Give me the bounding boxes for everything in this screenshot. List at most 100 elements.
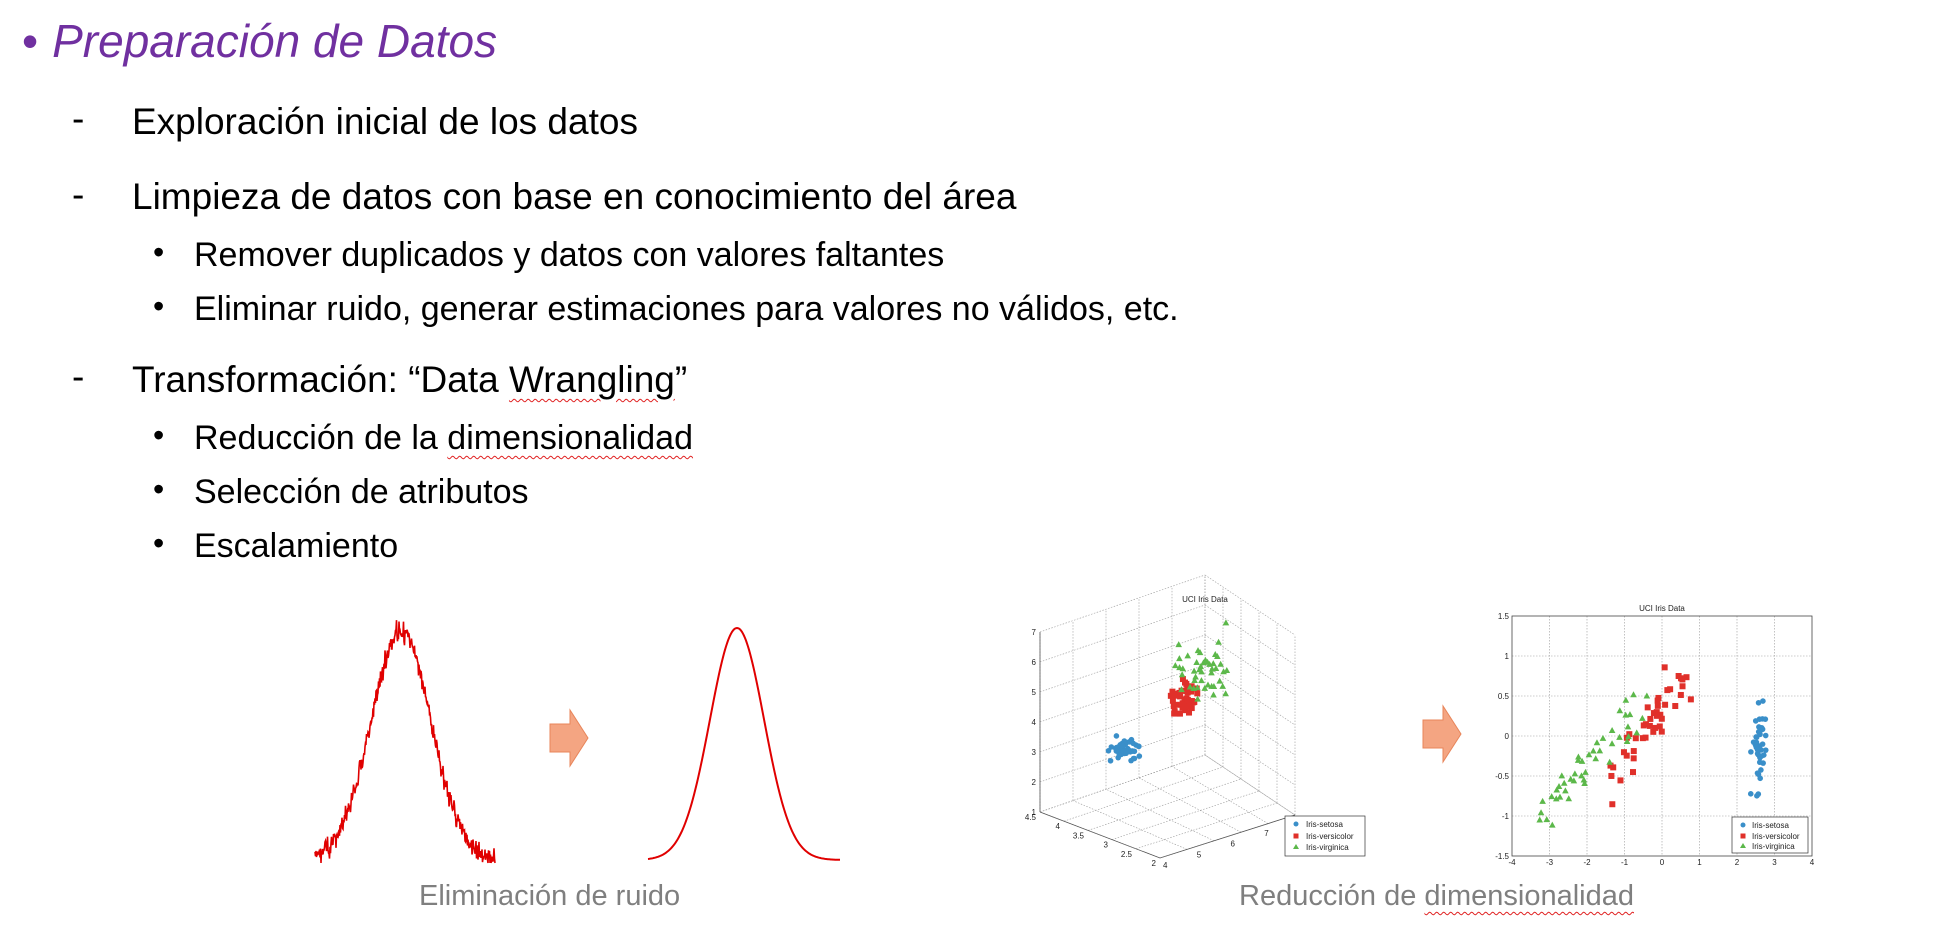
point-virginica [1217,660,1224,667]
point-virginica [1223,666,1231,673]
item-cleaning: Limpieza de datos con base en conocimien… [132,176,1017,217]
point-virginica [1556,793,1564,800]
point-versicolor [1183,680,1190,687]
plot2d-y-tick: 1 [1505,652,1510,661]
plot3d-frame [1039,632,1296,859]
point-virginica [1623,737,1631,744]
point-virginica [1616,707,1624,714]
sub-bullet: • [153,525,165,561]
plot3d-y-tick: 3 [1104,841,1109,850]
dash-bullet: - [72,356,85,397]
point-virginica [1606,758,1613,765]
point-virginica [1624,723,1632,730]
plot3d-legend: Iris-setosa Iris-versicolor Iris-virgini… [1284,815,1366,857]
subitem-dim-reduction: Reducción de la dimensionalidad [194,419,693,458]
plot2d-points [1536,664,1769,828]
point-setosa [1105,748,1112,754]
plot2d-x-tick: -3 [1546,858,1554,867]
plot3d-z-ticks: 7 6 5 4 3 2 1 [1032,628,1037,817]
plot3d-title: UCI Iris Data [1182,595,1228,604]
point-versicolor [1630,769,1637,776]
point-versicolor [1647,715,1654,722]
plot2d-x-tick: 4 [1810,858,1815,867]
point-setosa [1757,775,1763,782]
plot3d-z-tick: 1 [1032,808,1037,817]
plot3d-x-tick: 4 [1163,861,1168,870]
plot3d-y-tick: 4.5 [1025,813,1037,822]
point-virginica [1592,755,1600,762]
point-virginica [1210,691,1217,698]
point-versicolor [1658,728,1665,735]
point-virginica [1549,821,1556,828]
point-virginica [1616,733,1623,740]
plot3d-z-tick: 4 [1032,718,1037,727]
point-virginica [1633,729,1641,736]
plot2d-x-tick: 3 [1772,858,1777,867]
scatter-2d-plot: UCI Iris Data 1.510.50-0.5-1-1.5 -4 -3 -2-… [1495,604,1815,867]
point-virginica [1206,660,1213,667]
point-virginica [1543,816,1551,823]
item-transformation-close: ” [674,359,688,400]
caption-dim-reduction-text: Reducción de [1239,880,1425,912]
slide-title: • Preparación de Datos [22,14,497,68]
subitem-dim-reduction-text: Reducción de la [194,419,448,457]
point-virginica [1215,638,1222,645]
point-virginica [1172,662,1179,669]
point-virginica [1608,727,1616,734]
title-text: Preparación de Datos [52,15,498,67]
point-versicolor [1658,715,1665,722]
legend-virginica: Iris-virginica [1306,843,1349,852]
point-virginica [1580,776,1588,783]
plot3d-y-tick: 2 [1152,859,1157,868]
point-virginica [1581,780,1588,787]
sub-bullet: • [153,471,165,507]
point-versicolor [1623,752,1630,759]
legend2-versicolor: Iris-versicolor [1752,832,1800,841]
point-versicolor [1169,697,1176,704]
dash-bullet: - [72,174,85,215]
point-versicolor [1608,772,1615,779]
sub-bullet: • [153,417,165,453]
plot2d-x-tick: 2 [1735,858,1740,867]
caption-noise-removal: Eliminación de ruido [419,880,681,912]
point-setosa [1136,743,1142,750]
point-virginica [1565,795,1573,802]
arrow-right-icon [1422,704,1462,764]
plot2d-x-tick: 1 [1697,858,1702,867]
plot2d-x-ticks: -4 -3 -2 -1 0 1 2 3 4 [1508,858,1814,867]
point-versicolor [1650,728,1657,735]
legend2-setosa: Iris-setosa [1752,821,1789,830]
point-setosa [1754,747,1761,753]
point-virginica [1548,793,1555,800]
point-versicolor [1176,710,1183,717]
point-virginica [1184,652,1192,659]
point-setosa [1120,742,1126,749]
point-virginica [1626,711,1634,718]
point-virginica [1570,777,1578,784]
point-versicolor [1662,701,1669,708]
point-virginica [1585,751,1593,758]
point-virginica [1222,690,1229,697]
plot3d-y-tick: 4 [1056,822,1061,831]
point-versicolor [1679,683,1686,690]
point-versicolor [1678,675,1685,682]
point-virginica [1214,653,1221,660]
dash-bullet: - [72,98,85,139]
point-virginica [1639,714,1646,721]
point-virginica [1599,734,1607,741]
point-setosa [1107,757,1114,764]
plot2d-y-ticks: 1.5 1 0.5 0 -0.5 -1 -1.5 [1495,612,1509,861]
point-virginica [1178,686,1185,693]
point-virginica [1198,677,1205,684]
smoothed-signal-line [647,626,840,861]
plot2d-legend: Iris-setosa Iris-versicolor Iris-virgini… [1731,816,1809,854]
point-versicolor [1664,687,1671,694]
plot3d-z-tick: 7 [1032,628,1037,637]
point-virginica [1539,797,1546,804]
plot3d-z-tick: 5 [1032,688,1037,697]
plot2d-x-tick: -4 [1508,858,1516,867]
point-versicolor [1661,664,1668,671]
point-versicolor [1610,764,1617,771]
plot3d-x-tick: 7 [1264,829,1269,838]
point-virginica [1178,671,1186,678]
